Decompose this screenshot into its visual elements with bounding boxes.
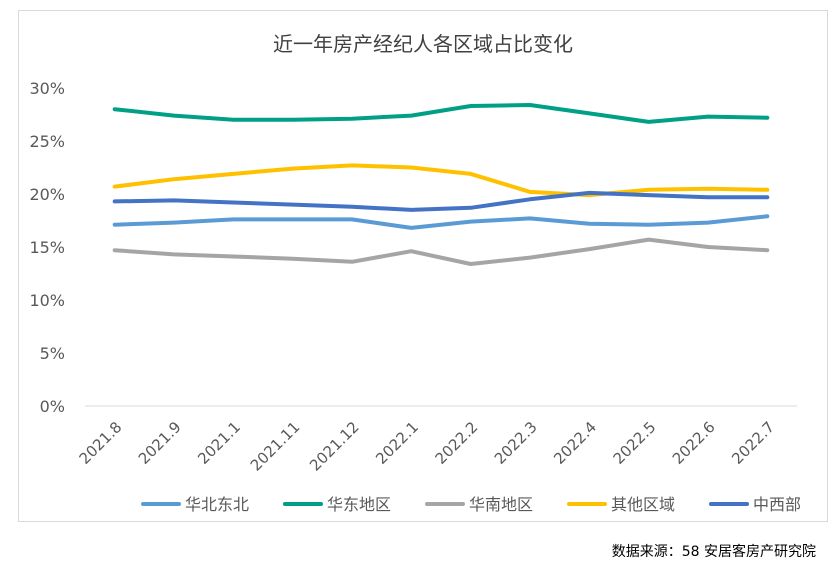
x-tick-label: 2021.8 xyxy=(76,418,126,468)
legend-label: 中西部 xyxy=(753,495,801,514)
series-lines xyxy=(112,103,770,266)
series-line xyxy=(112,190,770,212)
y-tick-label: 5% xyxy=(40,344,65,363)
legend-label: 华东地区 xyxy=(327,495,391,514)
y-axis-ticks: 0% 5% 10% 15% 20% 25% 30% xyxy=(29,79,65,416)
x-tick-label: 2022.5 xyxy=(610,418,660,468)
series-line xyxy=(112,237,770,266)
chart-title: 近一年房产经纪人各区域占比变化 xyxy=(273,32,573,56)
x-tick-label: 2022.2 xyxy=(432,418,482,468)
y-tick-label: 10% xyxy=(29,291,65,310)
series-line xyxy=(112,214,770,230)
line-chart: 近一年房产经纪人各区域占比变化 0% 5% 10% 15% 20% 25% 30% 2021… xyxy=(29,32,801,514)
y-tick-label: 20% xyxy=(29,185,65,204)
x-tick-label: 2021.1 xyxy=(194,418,244,468)
x-tick-label: 2022.6 xyxy=(669,418,719,468)
legend-label: 其他区域 xyxy=(611,495,675,514)
y-tick-label: 25% xyxy=(29,132,65,151)
chart-frame: 近一年房产经纪人各区域占比变化 0% 5% 10% 15% 20% 25% 30% 2021… xyxy=(18,10,828,522)
x-tick-label: 2022.3 xyxy=(491,418,541,468)
series-line xyxy=(112,163,770,198)
x-tick-label: 2021.11 xyxy=(247,418,304,475)
legend: 华北东北 华东地区 华南地区 其他区域 中西部 xyxy=(141,495,801,514)
y-tick-label: 30% xyxy=(29,79,65,98)
x-tick-label: 2021.9 xyxy=(135,418,185,468)
source-note: 数据来源：58 安居客房产研究院 xyxy=(611,544,816,560)
series-line xyxy=(112,103,770,124)
legend-label: 华北东北 xyxy=(185,495,249,514)
x-tick-label: 2022.1 xyxy=(372,418,422,468)
x-tick-label: 2022.7 xyxy=(728,418,778,468)
x-tick-label: 2021.12 xyxy=(306,418,363,475)
x-axis-ticks: 2021.8 2021.9 2021.1 2021.11 2021.12 2022.1 20… xyxy=(76,418,779,475)
legend-label: 华南地区 xyxy=(469,495,533,514)
y-tick-label: 0% xyxy=(40,397,65,416)
x-tick-label: 2022.4 xyxy=(550,418,600,468)
y-tick-label: 15% xyxy=(29,238,65,257)
